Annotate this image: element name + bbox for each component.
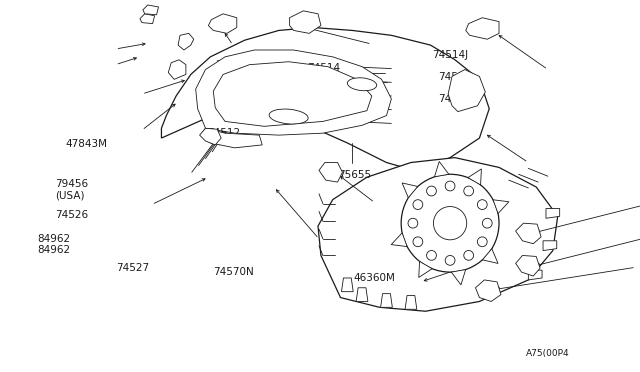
Text: 84962: 84962 [38, 234, 70, 244]
Circle shape [477, 237, 487, 247]
Polygon shape [516, 223, 541, 244]
Circle shape [433, 206, 467, 240]
Polygon shape [451, 270, 466, 285]
Polygon shape [483, 248, 498, 263]
Text: 79456: 79456 [55, 179, 88, 189]
Polygon shape [493, 200, 509, 214]
Polygon shape [435, 161, 449, 177]
Text: 74514J: 74514J [432, 50, 468, 60]
Polygon shape [543, 241, 557, 251]
Text: 75655: 75655 [244, 101, 277, 111]
Ellipse shape [348, 78, 377, 91]
Text: 75655: 75655 [338, 170, 371, 180]
Polygon shape [168, 60, 186, 79]
Polygon shape [356, 288, 368, 301]
Polygon shape [178, 33, 194, 50]
Polygon shape [546, 208, 559, 218]
Circle shape [445, 181, 455, 191]
Circle shape [413, 200, 423, 209]
Polygon shape [196, 50, 392, 135]
Polygon shape [161, 28, 489, 172]
Ellipse shape [269, 109, 308, 124]
Polygon shape [200, 128, 262, 148]
Polygon shape [448, 70, 485, 112]
Polygon shape [529, 270, 542, 280]
Text: 74543: 74543 [438, 72, 472, 82]
Polygon shape [419, 262, 432, 278]
Text: 74527: 74527 [116, 263, 149, 273]
Polygon shape [209, 14, 237, 33]
Circle shape [445, 256, 455, 265]
Polygon shape [476, 280, 501, 301]
Text: 74512: 74512 [207, 128, 240, 138]
Text: 74526: 74526 [55, 210, 88, 220]
Polygon shape [200, 128, 221, 145]
Polygon shape [402, 183, 418, 198]
Polygon shape [405, 296, 417, 309]
Circle shape [477, 200, 487, 209]
Circle shape [464, 250, 474, 260]
Text: 74570N: 74570N [213, 266, 253, 276]
Polygon shape [140, 14, 155, 23]
Circle shape [401, 174, 499, 272]
Circle shape [483, 218, 492, 228]
Polygon shape [466, 18, 499, 39]
Polygon shape [143, 5, 159, 15]
Polygon shape [213, 62, 372, 126]
Polygon shape [468, 169, 481, 185]
Text: A75(00P4: A75(00P4 [526, 349, 570, 358]
Circle shape [427, 186, 436, 196]
Text: 47843M: 47843M [66, 139, 108, 149]
Text: 84962: 84962 [38, 245, 70, 255]
Polygon shape [342, 278, 353, 292]
Text: 46360M: 46360M [354, 273, 396, 283]
Polygon shape [381, 294, 392, 307]
Circle shape [408, 218, 418, 228]
Polygon shape [391, 233, 407, 247]
Text: (USA): (USA) [55, 190, 84, 200]
Circle shape [464, 186, 474, 196]
Text: 74514J: 74514J [438, 94, 474, 104]
Circle shape [413, 237, 423, 247]
Polygon shape [319, 163, 342, 182]
Polygon shape [318, 158, 557, 311]
Polygon shape [516, 256, 540, 276]
Circle shape [427, 250, 436, 260]
Polygon shape [290, 11, 321, 33]
Text: 74514: 74514 [307, 63, 340, 73]
